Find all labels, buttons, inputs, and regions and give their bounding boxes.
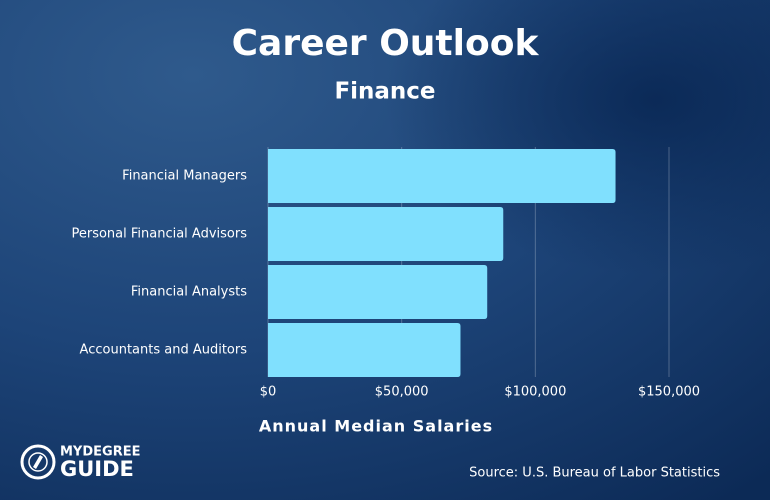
y-tick-label: Accountants and Auditors <box>80 343 248 358</box>
bar <box>268 149 616 203</box>
y-tick-label: Financial Analysts <box>131 285 247 300</box>
logo-needle <box>33 455 43 469</box>
chart-title: Career Outlook <box>232 23 540 64</box>
x-tick-label: $100,000 <box>504 385 566 400</box>
logo-line1: MYDEGREE <box>60 445 140 460</box>
x-tick-label: $0 <box>260 385 277 400</box>
bars <box>268 149 616 377</box>
x-axis-label: Annual Median Salaries <box>259 417 493 436</box>
logo: MYDEGREE GUIDE <box>20 444 140 481</box>
bar <box>268 323 461 377</box>
logo-line2: GUIDE <box>60 457 134 481</box>
chart-subtitle: Finance <box>334 79 435 105</box>
source: Source: U.S. Bureau of Labor Statistics <box>469 466 720 481</box>
logo-icon-inner <box>28 452 48 472</box>
y-tick-label: Financial Managers <box>122 169 247 184</box>
x-tick-label: $150,000 <box>638 385 700 400</box>
bar <box>268 265 488 319</box>
x-tick-label: $50,000 <box>375 385 429 400</box>
y-tick-label: Personal Financial Advisors <box>71 227 247 242</box>
logo-icon <box>20 444 56 480</box>
bar <box>268 207 504 261</box>
